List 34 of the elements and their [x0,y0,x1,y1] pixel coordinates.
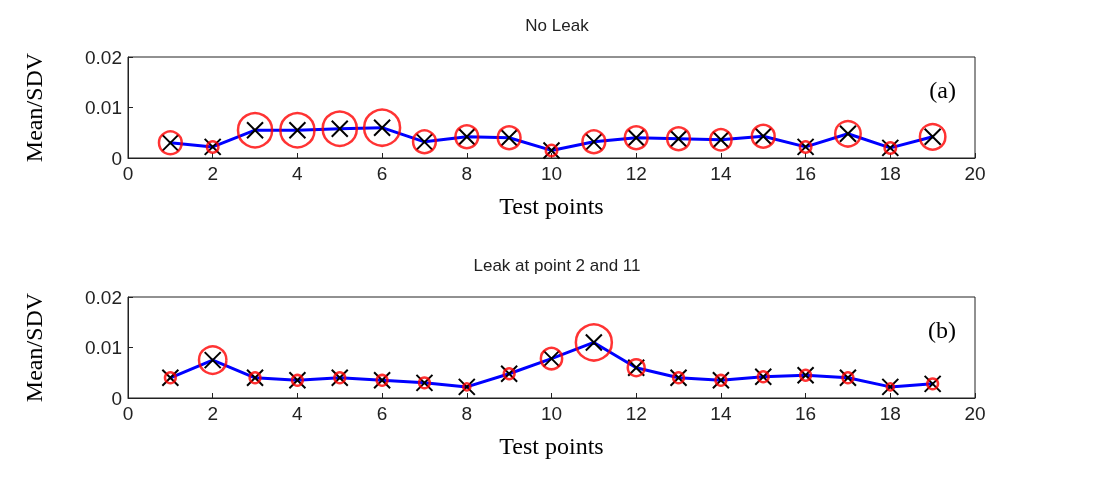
y-axis-title: Mean/SDV [21,292,47,403]
annotation: (a) [929,77,956,103]
x-tick-label: 10 [540,163,563,184]
y-tick-label: 0.02 [85,286,122,308]
y-tick-label: 0 [111,387,122,409]
x-tick-label: 14 [710,163,732,184]
x-tick-label: 12 [625,403,647,424]
x-tick-label: 4 [292,403,304,424]
x-tick-label: 18 [879,403,901,424]
y-axis-title: Mean/SDV [21,52,47,163]
x-tick-label: 6 [376,403,388,424]
x-axis-title: Test points [499,433,604,459]
x-tick-label: 4 [292,163,304,184]
x-tick-label: 14 [710,403,732,424]
x-tick-label: 18 [879,163,901,184]
x-tick-label: 2 [207,403,218,424]
x-tick-label: 16 [795,403,817,424]
x-tick-label: 10 [540,403,563,424]
y-tick-label: 0 [111,147,122,169]
x-tick-label: 6 [376,163,388,184]
x-axis-title: Test points [499,193,604,219]
chart-title: No Leak [525,16,590,35]
y-tick-label: 0.02 [85,46,122,68]
x-tick-label: 16 [795,163,817,184]
x-tick-label: 8 [461,403,473,424]
chart-title: Leak at point 2 and 11 [473,256,641,275]
annotation: (b) [928,317,956,343]
x-tick-label: 20 [964,163,986,184]
x-tick-label: 8 [461,163,473,184]
y-tick-label: 0.01 [85,337,122,358]
x-tick-label: 12 [625,163,647,184]
x-tick-label: 2 [207,163,218,184]
x-tick-label: 20 [964,403,986,424]
y-tick-label: 0.01 [85,97,122,118]
